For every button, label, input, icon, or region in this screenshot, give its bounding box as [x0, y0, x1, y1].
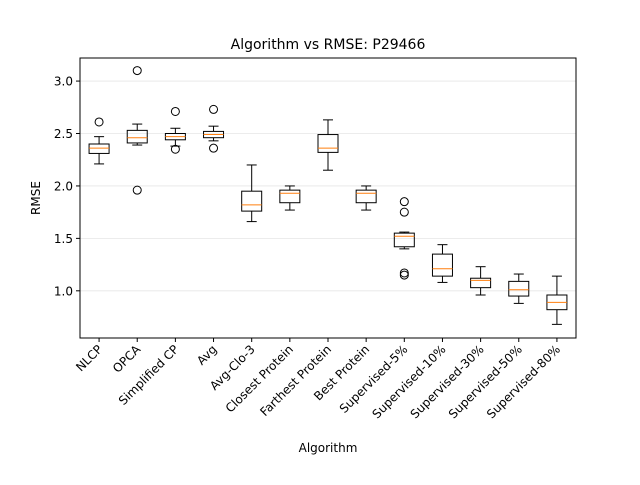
chart-title: Algorithm vs RMSE: P29466	[231, 37, 426, 53]
y-tick-label: 1.5	[54, 232, 73, 246]
outlier-point	[94, 117, 104, 127]
box-iqr	[470, 277, 492, 289]
box-group	[279, 185, 301, 211]
box-iqr	[431, 253, 453, 277]
outlier-point	[209, 104, 219, 114]
outlier-point	[399, 270, 409, 280]
box-iqr	[241, 190, 263, 212]
outlier-point	[399, 268, 409, 278]
box-group	[126, 66, 148, 195]
outlier-point	[170, 106, 180, 116]
box-iqr	[126, 129, 148, 144]
outlier-point	[132, 66, 142, 76]
box-group	[88, 117, 110, 165]
y-axis-ticks: 1.0 1.5 2.0 2.5 3.0	[54, 75, 80, 298]
box-iqr	[393, 232, 415, 248]
y-tick-label: 2.5	[54, 127, 73, 141]
y-axis-label: RMSE	[29, 181, 43, 215]
box-iqr	[88, 143, 110, 154]
x-axis-label: Algorithm	[299, 441, 358, 455]
outlier-point	[209, 143, 219, 153]
y-tick-label: 2.0	[54, 179, 73, 193]
box-group	[317, 119, 339, 171]
box-iqr	[508, 280, 530, 297]
outlier-point	[399, 197, 409, 207]
box-iqr	[279, 189, 301, 204]
box-group	[470, 266, 492, 296]
box-group	[164, 106, 186, 154]
boxes-layer	[88, 66, 568, 325]
box-group	[393, 197, 415, 280]
box-group	[241, 164, 263, 223]
box-iqr	[317, 134, 339, 153]
box-iqr	[355, 189, 377, 204]
y-tick-label: 1.0	[54, 284, 73, 298]
box-group	[508, 273, 530, 304]
box-group	[431, 244, 453, 283]
box-group	[203, 104, 225, 153]
outlier-point	[170, 144, 180, 154]
outlier-point	[399, 207, 409, 217]
y-tick-label: 3.0	[54, 75, 73, 89]
box-group	[355, 185, 377, 211]
grid-lines	[80, 80, 576, 292]
box-group	[546, 275, 568, 325]
outlier-point	[132, 185, 142, 195]
